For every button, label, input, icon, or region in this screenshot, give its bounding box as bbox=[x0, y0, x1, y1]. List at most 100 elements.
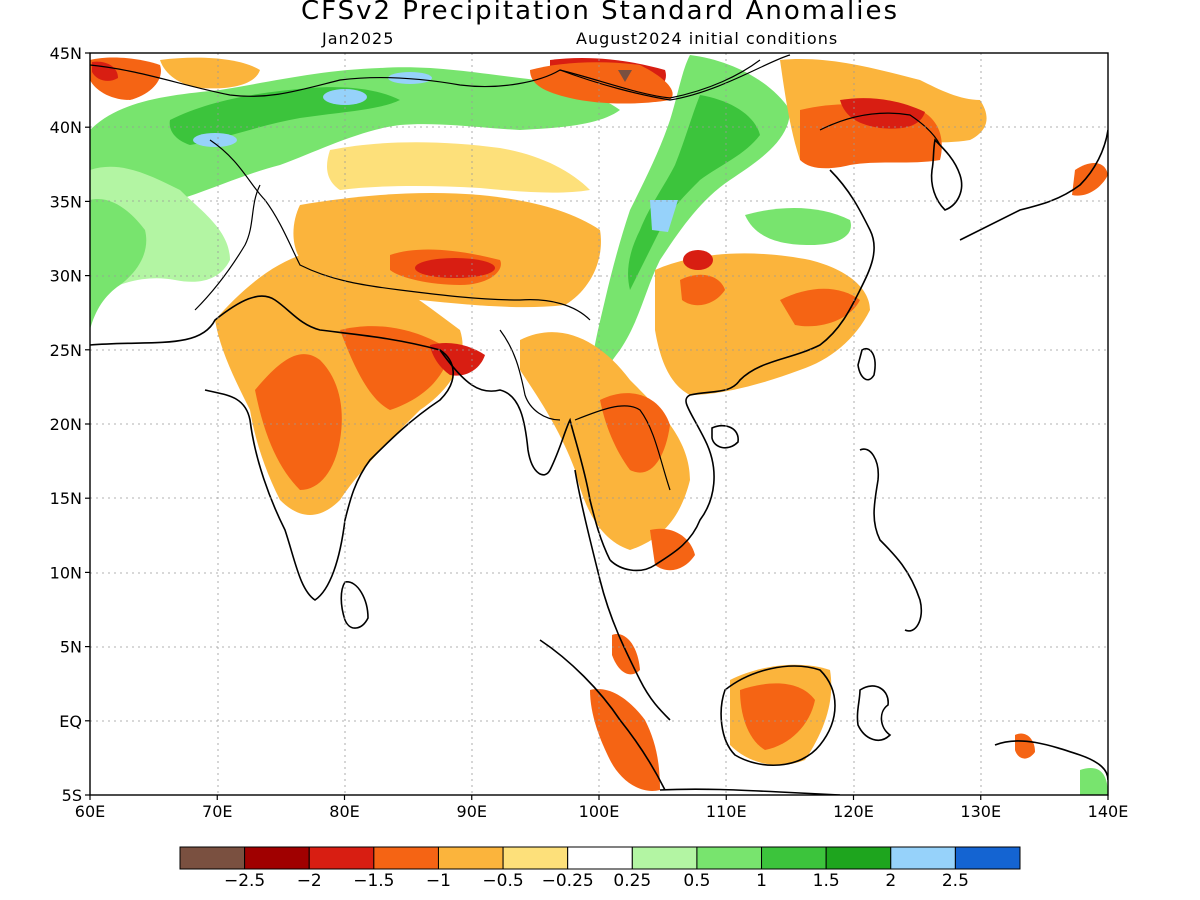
colorbar-swatch bbox=[244, 846, 310, 870]
initial-conditions: August2024 initial conditions bbox=[576, 29, 839, 48]
colorbar-label: 0.25 bbox=[613, 871, 651, 891]
border-india-myanmar bbox=[499, 329, 561, 421]
colorbar: −2.5 −2 −1.5 −1 −0.5 −0.25 0.25 0.5 1 1.5 2 2.5 bbox=[179, 846, 1021, 891]
longitude-axis: 60E 70E 80E 90E 100E 110E 120E 130E 140E bbox=[75, 795, 1129, 821]
lat-tick-label: 15N bbox=[50, 489, 82, 508]
colorbar-label: 2 bbox=[885, 871, 896, 891]
colorbar-label: −2.5 bbox=[224, 871, 265, 891]
lon-tick-label: 130E bbox=[960, 802, 1001, 821]
malay-peninsula-coastline bbox=[574, 469, 671, 721]
lon-tick-label: 100E bbox=[579, 802, 620, 821]
positive-anomaly-southeast bbox=[1080, 768, 1108, 795]
colorbar-label: −1.5 bbox=[353, 871, 394, 891]
korea-coastline bbox=[930, 138, 963, 211]
hainan-coastline bbox=[711, 424, 739, 449]
colorbar-swatch bbox=[567, 846, 633, 870]
sri-lanka-coastline bbox=[340, 581, 369, 629]
negative-anomaly-southeast-china bbox=[655, 253, 870, 395]
weak-negative-tibet bbox=[327, 142, 590, 193]
negative-anomaly-malaysia bbox=[612, 634, 640, 675]
grid-lines bbox=[90, 53, 1108, 795]
moderate-negative-coast bbox=[780, 288, 860, 327]
colorbar-swatch bbox=[631, 846, 698, 870]
indochina-coastline bbox=[609, 169, 875, 572]
strong-negative-bengal bbox=[430, 343, 485, 376]
border-northeast bbox=[819, 112, 941, 146]
border-pakistan-india bbox=[194, 184, 261, 311]
colorbar-swatch bbox=[308, 846, 375, 870]
moderate-negative-southeast-china bbox=[680, 274, 725, 306]
extreme-negative-spot bbox=[618, 70, 632, 82]
colorbar-label: 2.5 bbox=[942, 871, 969, 891]
anomaly-field bbox=[90, 55, 1108, 795]
colorbar-label: −0.25 bbox=[542, 871, 594, 891]
lat-tick-label: 20N bbox=[50, 415, 82, 434]
positive-anomaly-east-china bbox=[745, 208, 851, 245]
bay-of-bengal-coastline bbox=[439, 349, 611, 561]
colorbar-label: 0.5 bbox=[683, 871, 710, 891]
moderate-negative-borneo bbox=[740, 683, 815, 750]
moderate-anomaly-west bbox=[90, 199, 147, 330]
lon-tick-label: 110E bbox=[706, 802, 747, 821]
borneo-coastline bbox=[720, 665, 836, 767]
lon-tick-label: 60E bbox=[75, 802, 105, 821]
country-borders bbox=[90, 54, 941, 491]
colorbar-label: −2 bbox=[297, 871, 322, 891]
colorbar-swatch bbox=[179, 846, 246, 870]
moderate-negative-bengal bbox=[340, 326, 450, 410]
java-coastline bbox=[659, 788, 841, 795]
sulawesi-coastline bbox=[856, 685, 892, 741]
colorbar-swatch bbox=[890, 846, 956, 870]
lat-tick-label: 5N bbox=[60, 638, 82, 657]
lon-tick-label: 80E bbox=[329, 802, 359, 821]
colorbar-swatch bbox=[437, 846, 504, 870]
colorbar-label: −1 bbox=[426, 871, 451, 891]
lat-tick-label: EQ bbox=[59, 712, 82, 731]
lon-tick-label: 140E bbox=[1088, 802, 1129, 821]
negative-anomaly-indochina bbox=[520, 332, 690, 550]
very-strong-negative-tibet bbox=[415, 258, 495, 278]
strong-anomaly-china bbox=[628, 95, 760, 290]
lat-tick-label: 35N bbox=[50, 192, 82, 211]
colorbar-swatch bbox=[825, 846, 892, 870]
colorbar-swatch bbox=[954, 846, 1021, 870]
colorbar-label: 1 bbox=[756, 871, 767, 891]
wet-spot-3 bbox=[388, 72, 432, 84]
coastlines bbox=[90, 129, 1108, 795]
colorbar-swatch bbox=[761, 846, 827, 870]
lon-tick-label: 90E bbox=[457, 802, 487, 821]
sumatra-coastline bbox=[539, 639, 666, 791]
moderate-negative-cambodia bbox=[650, 528, 695, 571]
border-mongolia-china bbox=[559, 54, 791, 101]
moderate-negative-indochina bbox=[600, 393, 670, 473]
lat-tick-label: 25N bbox=[50, 341, 82, 360]
japan-coastline bbox=[959, 129, 1108, 241]
wet-spot-1 bbox=[193, 133, 237, 147]
map-title: CFSv2 Precipitation Standard Anomalies bbox=[300, 0, 900, 26]
strong-negative-southeast-china bbox=[683, 250, 713, 270]
negative-anomaly-sumatra bbox=[590, 689, 660, 791]
taiwan-coastline bbox=[857, 348, 876, 381]
weak-negative-northwest bbox=[160, 57, 260, 89]
latitude-axis: 5S EQ 5N 10N 15N 20N 25N 30N 35N 40N 45N bbox=[50, 44, 90, 805]
lat-tick-label: 40N bbox=[50, 118, 82, 137]
lat-tick-label: 45N bbox=[50, 44, 82, 63]
new-guinea-coastline bbox=[994, 740, 1108, 781]
wet-spot-china bbox=[650, 200, 678, 232]
lat-tick-label: 10N bbox=[50, 563, 82, 582]
colorbar-label: −0.5 bbox=[482, 871, 523, 891]
philippines-coastline bbox=[859, 448, 923, 632]
lat-tick-label: 30N bbox=[50, 267, 82, 286]
border-north bbox=[90, 59, 761, 99]
moderate-negative-japan bbox=[1072, 163, 1108, 196]
colorbar-label: 1.5 bbox=[813, 871, 840, 891]
colorbar-swatch bbox=[373, 846, 439, 870]
colorbar-swatch bbox=[696, 846, 763, 870]
lon-tick-label: 70E bbox=[202, 802, 232, 821]
india-coastline bbox=[90, 295, 454, 601]
moderate-negative-india bbox=[255, 354, 342, 490]
lat-tick-label: 5S bbox=[62, 786, 82, 805]
colorbar-swatch bbox=[502, 846, 569, 870]
negative-anomaly-new-guinea bbox=[1015, 733, 1035, 759]
